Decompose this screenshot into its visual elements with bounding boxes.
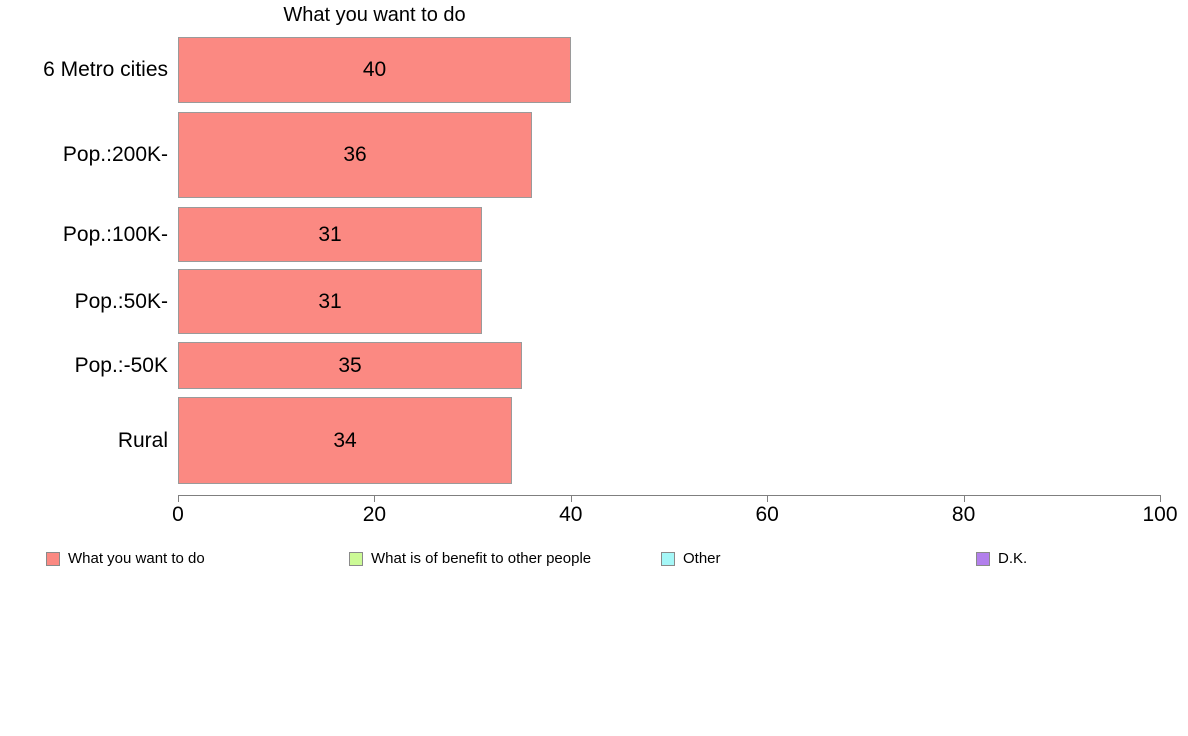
bar: 40 xyxy=(178,37,571,103)
category-label: Pop.:100K- xyxy=(62,222,168,246)
legend-swatch-icon xyxy=(976,551,990,566)
value-label: 31 xyxy=(318,222,342,246)
category-label: Rural xyxy=(117,428,168,452)
x-axis-tick xyxy=(374,495,376,502)
category-label: Pop.:50K- xyxy=(74,289,168,313)
legend-swatch-icon xyxy=(46,551,60,566)
x-axis-tick xyxy=(1160,495,1161,502)
legend-label: What you want to do xyxy=(68,550,205,567)
legend-item: What is of benefit to other people xyxy=(349,550,591,567)
x-axis-tick xyxy=(767,495,769,502)
value-label: 34 xyxy=(333,428,357,452)
value-label: 35 xyxy=(338,353,362,377)
legend-label: D.K. xyxy=(998,550,1028,567)
legend-swatch-icon xyxy=(349,551,363,566)
x-axis-line xyxy=(178,495,1160,496)
legend-item: What you want to do xyxy=(46,550,205,567)
legend-item: D.K. xyxy=(976,550,1027,567)
category-label: Pop.:-50K xyxy=(74,353,168,377)
x-tick-label: 80 xyxy=(951,503,976,526)
bar: 36 xyxy=(178,112,532,198)
value-label: 36 xyxy=(343,143,367,166)
category-label: 6 Metro cities xyxy=(43,58,168,81)
category-label: Pop.:200K- xyxy=(62,143,168,166)
value-label: 31 xyxy=(318,289,342,313)
bar: 31 xyxy=(178,269,482,334)
legend-swatch-icon xyxy=(661,551,675,566)
bar: 35 xyxy=(178,342,522,389)
x-axis-tick xyxy=(178,495,179,502)
x-tick-label: 100 xyxy=(1142,503,1178,526)
chart-title: What you want to do xyxy=(283,4,466,26)
legend-item: Other xyxy=(661,550,721,567)
x-axis-tick xyxy=(570,495,572,502)
bar: 31 xyxy=(178,207,482,262)
x-tick-label: 20 xyxy=(362,503,387,526)
legend-label: Other xyxy=(683,550,721,567)
x-tick-label: 40 xyxy=(559,503,583,526)
bar: 34 xyxy=(178,397,512,484)
x-axis-tick xyxy=(963,495,965,502)
x-tick-label: 0 xyxy=(172,503,184,526)
x-tick-label: 60 xyxy=(755,503,779,526)
value-label: 40 xyxy=(362,58,387,81)
legend-label: What is of benefit to other people xyxy=(371,550,592,567)
